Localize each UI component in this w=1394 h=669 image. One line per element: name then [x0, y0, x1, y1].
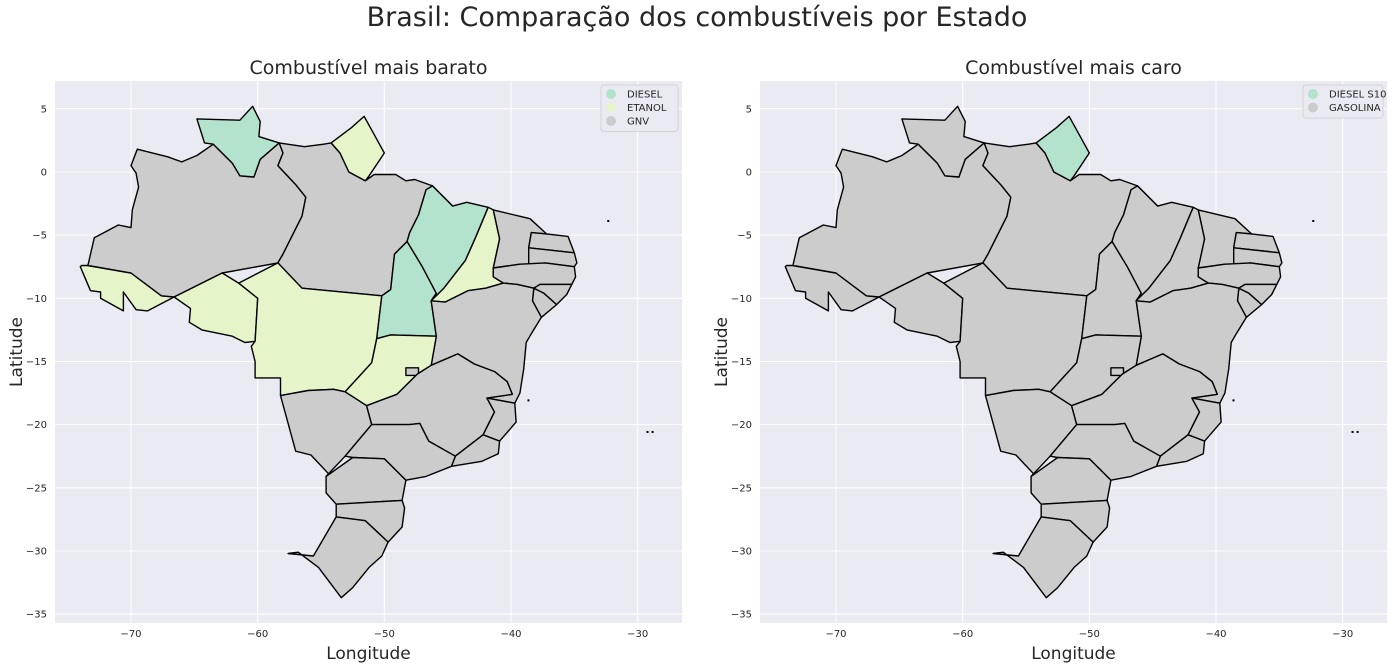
- state-rr: [196, 105, 280, 178]
- state-pr: [325, 456, 407, 505]
- state-rn: [528, 231, 575, 254]
- y-tick-label: −20: [26, 420, 47, 431]
- legend-box: [1302, 84, 1384, 119]
- y-tick-label: −30: [26, 546, 47, 557]
- island-mark: [527, 399, 530, 402]
- legend-label: GNV: [627, 117, 649, 128]
- x-tick-label: −40: [500, 629, 521, 640]
- island-mark: [646, 430, 649, 433]
- island-mark: [651, 430, 654, 433]
- legend-marker: [606, 116, 616, 126]
- y-tick-label: −10: [26, 294, 47, 305]
- y-tick-label: −35: [731, 610, 752, 621]
- y-tick-label: −10: [731, 294, 752, 305]
- state-ap: [1035, 115, 1090, 182]
- state-ro: [173, 272, 259, 344]
- legend-label: DIESEL: [627, 90, 663, 101]
- y-tick-label: 5: [41, 104, 47, 115]
- y-tick-label: −30: [731, 546, 752, 557]
- figure-title: Brasil: Comparação dos combustíveis por …: [366, 2, 1028, 33]
- state-rs: [287, 516, 389, 599]
- state-ap: [330, 115, 385, 182]
- legend-box: [600, 84, 679, 132]
- y-tick-label: −35: [26, 610, 47, 621]
- x-tick-label: −50: [374, 629, 395, 640]
- state-rr: [901, 105, 985, 178]
- island-mark: [1232, 399, 1235, 402]
- map-panel-cheapest: −70 −60 −50 −40 −30 5 0 −5 −10 −15 −20 −25 −30 −35 Com…: [7, 57, 682, 664]
- legend-label: ETANOL: [627, 103, 667, 114]
- x-axis-label: Longitude: [1031, 644, 1116, 664]
- x-tick-label: −40: [1205, 629, 1226, 640]
- panel-title: Combustível mais caro: [965, 57, 1182, 79]
- y-tick-label: −25: [731, 483, 752, 494]
- y-axis-label: Latitude: [712, 317, 732, 387]
- legend-marker: [1308, 102, 1318, 113]
- legend-marker: [1308, 89, 1318, 99]
- legend-label: GASOLINA: [1329, 103, 1381, 114]
- island-mark: [1356, 430, 1359, 433]
- island-mark: [607, 219, 610, 222]
- legend-marker: [606, 102, 616, 113]
- y-tick-label: −15: [731, 357, 752, 368]
- island-mark: [1351, 430, 1354, 433]
- x-axis-label: Longitude: [326, 644, 411, 664]
- state-rs: [992, 516, 1094, 599]
- x-tick-label: −60: [952, 629, 973, 640]
- x-tick-label: −30: [1332, 629, 1353, 640]
- y-tick-label: −25: [26, 483, 47, 494]
- y-tick-label: −5: [737, 231, 752, 242]
- x-tick-label: −70: [120, 629, 141, 640]
- y-axis-label: Latitude: [7, 317, 27, 387]
- state-pr: [1030, 456, 1112, 505]
- legend-marker: [606, 89, 616, 99]
- island-mark: [1312, 219, 1315, 222]
- y-tick-label: 0: [746, 167, 752, 178]
- legend-label: DIESEL S10: [1329, 90, 1386, 101]
- state-rn: [1233, 231, 1280, 254]
- x-tick-label: −70: [825, 629, 846, 640]
- y-tick-label: −5: [32, 231, 47, 242]
- panel-title: Combustível mais barato: [250, 57, 488, 79]
- state-ro: [878, 272, 964, 344]
- y-tick-label: −15: [26, 357, 47, 368]
- x-tick-label: −30: [627, 629, 648, 640]
- x-tick-label: −60: [247, 629, 268, 640]
- y-tick-label: 5: [746, 104, 752, 115]
- x-tick-label: −50: [1079, 629, 1100, 640]
- y-tick-label: 0: [41, 167, 47, 178]
- y-tick-label: −20: [731, 420, 752, 431]
